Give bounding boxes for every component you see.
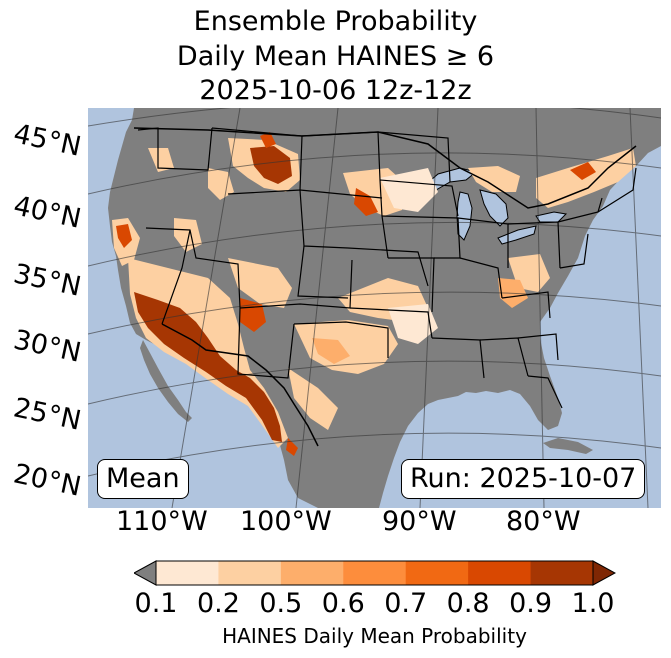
colorbar-tick-label: 0.1 [134, 588, 178, 619]
colorbar-segment [280, 561, 344, 585]
colorbar-segment [156, 561, 219, 585]
lake-huron [479, 189, 509, 227]
colorbar-segment [218, 561, 282, 585]
colorbar-segment [468, 561, 532, 585]
run-date-box: Run: 2025-10-07 [401, 459, 646, 499]
colorbar-tick-label: 0.5 [259, 588, 303, 619]
colorbar-tick-label: 0.7 [384, 588, 428, 619]
colorbar-label: HAINES Daily Mean Probability [222, 624, 527, 648]
lon-label-100: 100°W [240, 506, 332, 537]
us-canada-border [133, 127, 637, 209]
lat-label-20: 20°N [10, 458, 84, 503]
colorbar-under-arrow [134, 560, 157, 586]
title-line-2: Daily Mean HAINES ≥ 6 [176, 41, 495, 72]
lat-label-45: 45°N [10, 118, 84, 163]
lon-label-90: 90°W [382, 506, 457, 537]
lat-label-35: 35°N [10, 258, 84, 303]
colorbar-tick-label: 0.2 [196, 588, 240, 619]
lon-label-110: 110°W [116, 506, 208, 537]
colorbar-segments [156, 561, 594, 585]
colorbar-segment [405, 561, 469, 585]
title-line-3: 2025-10-06 12z-12z [199, 75, 472, 106]
lake-michigan [456, 191, 473, 241]
colorbar-tick-label: 1.0 [571, 588, 615, 619]
lat-label-25: 25°N [10, 392, 84, 437]
colorbar-segment [343, 561, 407, 585]
title-line-1: Ensemble Probability [193, 6, 478, 37]
state-borders [137, 127, 637, 409]
colorbar-over-arrow [592, 560, 616, 586]
lat-label-30: 30°N [10, 324, 84, 369]
colorbar [134, 560, 616, 586]
colorbar-tick-label: 0.8 [446, 588, 490, 619]
mean-label-box: Mean [97, 459, 189, 499]
lat-label-40: 40°N [10, 190, 84, 235]
graticule [88, 108, 661, 508]
cuba [543, 438, 593, 454]
probability-map [88, 108, 661, 508]
us-mexico-border [161, 323, 319, 447]
baja-peninsula [140, 340, 192, 422]
colorbar-frame [155, 560, 594, 586]
lon-label-80: 80°W [506, 506, 581, 537]
colorbar-tick-label: 0.6 [321, 588, 365, 619]
lake-ontario [535, 211, 568, 223]
colorbar-segment [530, 561, 594, 585]
probability-shading [112, 132, 636, 456]
colorbar-tick-label: 0.9 [509, 588, 553, 619]
